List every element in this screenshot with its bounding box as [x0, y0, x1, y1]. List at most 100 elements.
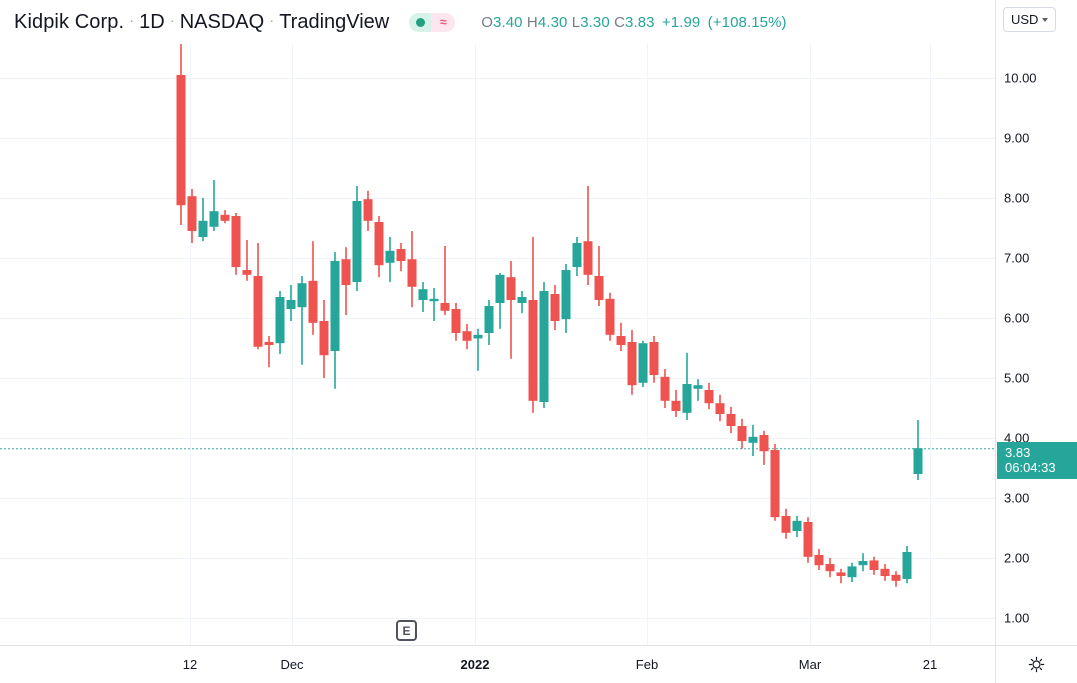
candle[interactable]	[462, 324, 472, 350]
candle[interactable]	[473, 328, 483, 371]
time-tick: 2022	[460, 657, 490, 672]
candle[interactable]	[198, 198, 208, 242]
candle[interactable]	[187, 189, 197, 243]
candle[interactable]	[627, 330, 637, 395]
price-tick: 10.00	[1004, 70, 1037, 86]
candle[interactable]	[440, 246, 450, 315]
candle[interactable]	[836, 568, 846, 584]
candle[interactable]	[220, 210, 230, 224]
close-label: C	[614, 13, 626, 31]
candle[interactable]	[517, 291, 527, 314]
close-value: 3.83	[625, 13, 655, 31]
candle[interactable]	[176, 40, 186, 225]
candle[interactable]	[385, 237, 395, 282]
candle[interactable]	[660, 369, 670, 408]
candle[interactable]	[550, 285, 560, 330]
candle[interactable]	[539, 282, 549, 408]
ohlc-values: O3.40 H4.30 L3.30 C3.83 +1.99 (+108.15%)	[481, 14, 786, 31]
candle[interactable]	[803, 517, 813, 563]
candle[interactable]	[583, 186, 593, 285]
low-label: L	[571, 13, 581, 31]
candle[interactable]	[649, 336, 659, 383]
candle[interactable]	[484, 300, 494, 345]
candle[interactable]	[913, 420, 923, 480]
candle[interactable]	[308, 241, 318, 335]
chart-pane[interactable]	[0, 0, 995, 645]
candle[interactable]	[880, 564, 890, 581]
candle[interactable]	[638, 340, 648, 387]
market-status-pill[interactable]: ≈	[409, 12, 456, 32]
chart-gridlines	[0, 0, 995, 645]
candle[interactable]	[528, 237, 538, 413]
candle[interactable]	[297, 276, 307, 365]
candle[interactable]	[770, 444, 780, 521]
candle[interactable]	[319, 300, 329, 378]
high-label: H	[526, 13, 538, 31]
chart-settings-button[interactable]	[995, 645, 1077, 683]
candle[interactable]	[418, 282, 428, 312]
symbol-name[interactable]: Kidpik Corp.	[14, 10, 125, 33]
candle[interactable]	[429, 288, 439, 321]
candle[interactable]	[748, 424, 758, 456]
candle[interactable]	[253, 243, 263, 350]
candlestick-series[interactable]	[0, 0, 995, 645]
candle[interactable]	[858, 553, 868, 572]
candle[interactable]	[286, 285, 296, 321]
candle[interactable]	[814, 549, 824, 570]
candle[interactable]	[495, 273, 505, 329]
candle[interactable]	[869, 556, 879, 575]
candle[interactable]	[825, 558, 835, 578]
candle[interactable]	[264, 336, 274, 368]
candle[interactable]	[341, 247, 351, 315]
time-tick: 21	[922, 657, 938, 672]
current-price-tag[interactable]: 3.83 06:04:33	[997, 442, 1077, 480]
candle[interactable]	[594, 246, 604, 306]
provider-label[interactable]: TradingView	[279, 10, 390, 33]
price-tick: 1.00	[1004, 610, 1030, 626]
candle[interactable]	[726, 406, 736, 434]
candle[interactable]	[451, 303, 461, 341]
candle[interactable]	[572, 237, 582, 276]
candle[interactable]	[506, 261, 516, 359]
interval-label[interactable]: 1D	[139, 10, 165, 33]
candle[interactable]	[781, 508, 791, 539]
candle[interactable]	[847, 562, 857, 582]
candle[interactable]	[715, 394, 725, 422]
earnings-marker[interactable]: E	[396, 620, 417, 641]
candle[interactable]	[396, 243, 406, 272]
low-value: 3.30	[580, 13, 610, 31]
candle[interactable]	[231, 213, 241, 275]
candle[interactable]	[671, 390, 681, 417]
market-open-dot-icon	[409, 12, 432, 32]
current-price-value: 3.83	[1005, 445, 1031, 461]
exchange-label[interactable]: NASDAQ	[179, 10, 265, 33]
candle[interactable]	[561, 264, 571, 333]
candle[interactable]	[759, 430, 769, 465]
candle[interactable]	[242, 240, 252, 281]
price-axis[interactable]: USD 11.0010.009.008.007.006.005.004.003.…	[995, 0, 1077, 645]
candle[interactable]	[616, 322, 626, 351]
candle[interactable]	[693, 379, 703, 401]
candle[interactable]	[891, 571, 901, 587]
currency-label: USD	[1011, 12, 1039, 27]
candle[interactable]	[374, 216, 384, 278]
candle[interactable]	[704, 382, 714, 410]
candle[interactable]	[682, 352, 692, 420]
candle[interactable]	[209, 180, 219, 231]
candle[interactable]	[352, 186, 362, 291]
candle[interactable]	[605, 292, 615, 341]
legend-separator-2: ·	[169, 11, 175, 29]
candle[interactable]	[792, 516, 802, 537]
price-tick: 5.00	[1004, 370, 1030, 386]
candle[interactable]	[363, 190, 373, 231]
candle[interactable]	[902, 546, 912, 584]
time-axis[interactable]: 12 Dec 2022 Feb Mar 21	[0, 645, 995, 683]
candle[interactable]	[330, 252, 340, 389]
candle[interactable]	[275, 291, 285, 354]
delayed-data-icon: ≈	[431, 12, 456, 32]
candle[interactable]	[407, 231, 417, 308]
candle[interactable]	[737, 418, 747, 449]
price-tick: 9.00	[1004, 130, 1030, 146]
currency-selector[interactable]: USD	[1003, 7, 1057, 32]
